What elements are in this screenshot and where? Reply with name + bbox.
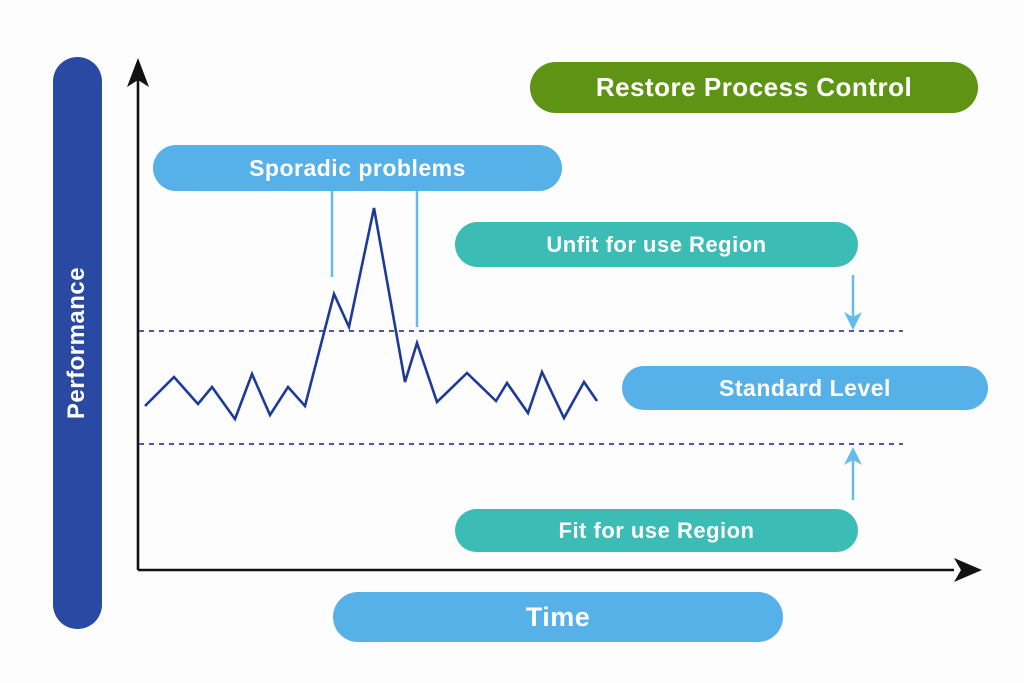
sporadic-problems-text: Sporadic problems: [249, 154, 466, 181]
fit-for-use-region-text: Fit for use Region: [558, 517, 755, 543]
unfit-for-use-region-pill: Unfit for use Region: [455, 222, 858, 267]
up-arrow-icon: [844, 447, 862, 500]
y-axis-arrowhead-icon: [127, 58, 149, 87]
restore-process-control-text: Restore Process Control: [595, 72, 913, 102]
y-axis-label-text: Performance: [63, 266, 91, 420]
restore-process-control-pill: Restore Process Control: [530, 62, 978, 113]
fit-for-use-region-pill: Fit for use Region: [455, 509, 858, 552]
standard-level-text: Standard Level: [719, 374, 891, 401]
sporadic-problems-pill: Sporadic problems: [153, 145, 562, 191]
x-axis-arrowhead-icon: [954, 558, 982, 582]
x-axis-label-pill: Time: [333, 592, 783, 642]
unfit-for-use-region-text: Unfit for use Region: [546, 231, 767, 257]
y-axis-label-pill: Performance: [53, 57, 102, 629]
standard-level-pill: Standard Level: [622, 366, 988, 410]
down-arrow-icon: [844, 275, 862, 330]
x-axis-label-text: Time: [525, 601, 591, 632]
performance-line: [144, 207, 599, 422]
